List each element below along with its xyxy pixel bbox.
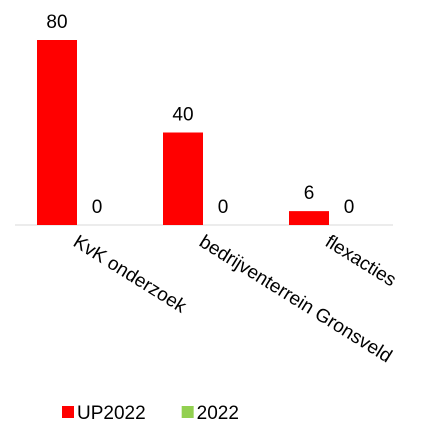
bar [37, 40, 77, 225]
data-label: 0 [218, 197, 229, 218]
legend-swatch [62, 406, 74, 418]
bar [163, 132, 203, 225]
data-label: 0 [92, 197, 103, 218]
x-tick-label: flexacties [321, 231, 399, 291]
legend-label: 2022 [197, 403, 239, 424]
data-label: 40 [172, 105, 193, 126]
data-label: 0 [344, 197, 355, 218]
legend-label: UP2022 [77, 403, 146, 424]
legend-swatch [181, 406, 194, 418]
x-tick-label: KvK onderzoek [69, 231, 190, 317]
data-label: 6 [304, 183, 315, 204]
data-label: 80 [46, 12, 67, 33]
bar [289, 211, 329, 225]
